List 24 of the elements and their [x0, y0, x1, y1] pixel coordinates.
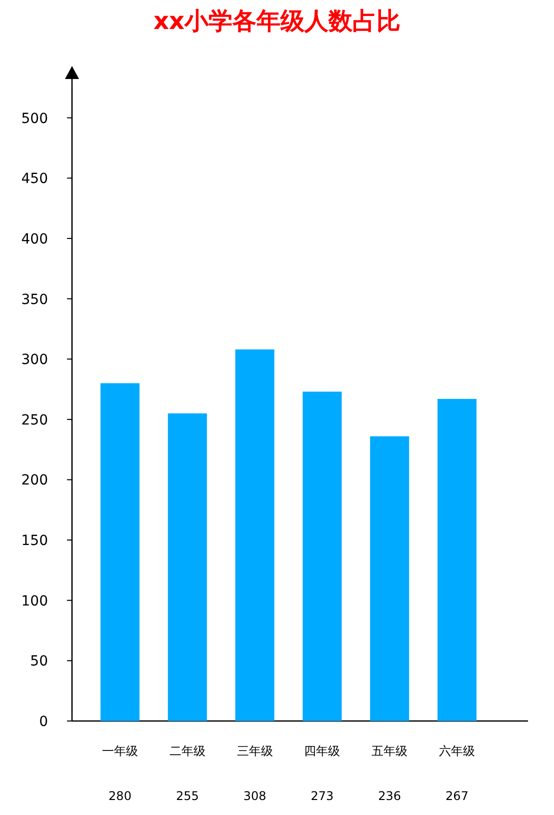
- y-tick-label: 100: [21, 593, 48, 610]
- data-label: 280: [108, 789, 132, 803]
- y-tick-label: 200: [21, 472, 48, 489]
- x-tick-label: 六年级: [439, 744, 475, 758]
- data-label: 267: [446, 789, 468, 803]
- x-tick-label: 五年级: [372, 744, 408, 758]
- data-label: 273: [310, 789, 334, 803]
- y-tick-label: 0: [39, 714, 48, 730]
- y-tick-label: 300: [21, 352, 48, 368]
- x-tick-label: 三年级: [236, 744, 273, 758]
- title: xx小学各年级人数占比: [154, 7, 400, 35]
- y-tick-label: 250: [21, 412, 48, 428]
- x-tick-label: 二年级: [169, 744, 206, 758]
- x-tick-label: 一年级: [102, 744, 138, 758]
- y-tick-label: 500: [21, 110, 48, 127]
- y-tick-label: 350: [21, 292, 48, 308]
- data-label: 308: [243, 789, 266, 803]
- x-tick-label: 四年级: [304, 744, 340, 758]
- data-label: 255: [176, 789, 199, 803]
- y-tick-label: 400: [21, 231, 48, 248]
- y-tick-label: 450: [21, 171, 48, 188]
- y-tick-label: 50: [30, 654, 48, 670]
- y-tick-label: 150: [21, 533, 48, 550]
- data-label: 236: [378, 789, 402, 803]
